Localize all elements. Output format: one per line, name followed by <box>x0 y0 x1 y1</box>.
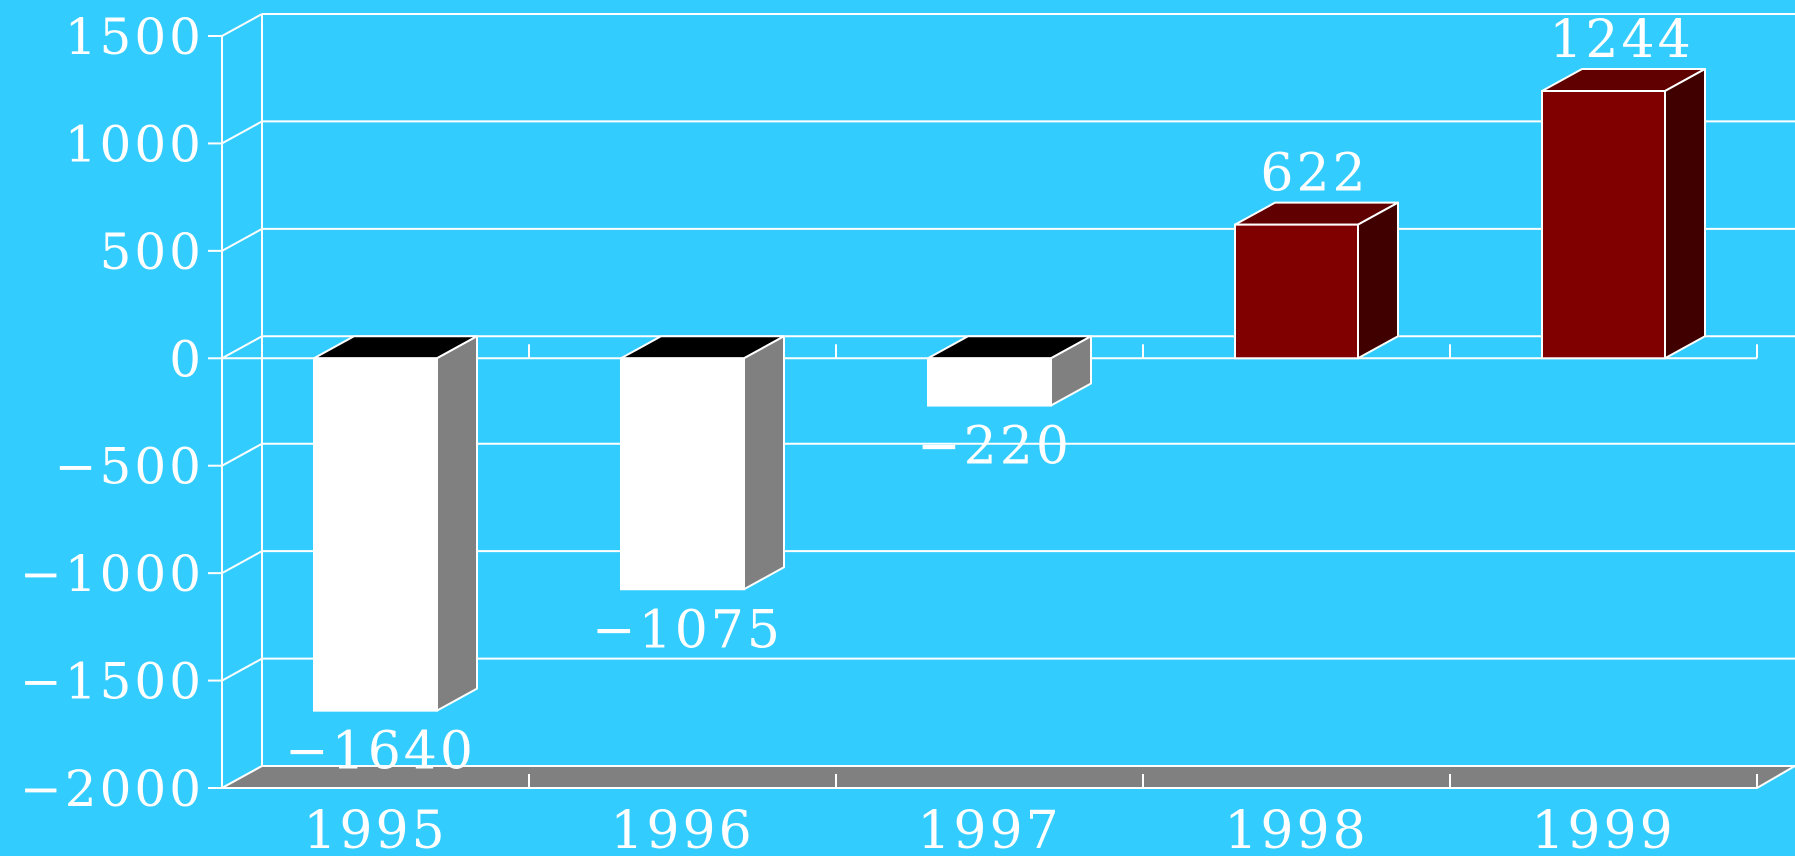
bar-1996 <box>620 335 785 591</box>
y-tick-label: 1500 <box>65 8 204 66</box>
bar-front-face <box>313 357 438 712</box>
bar-1995 <box>313 335 478 712</box>
data-label: −220 <box>917 417 1072 477</box>
y-tick-label: −1500 <box>20 653 204 711</box>
x-tick-label: 1998 <box>1224 801 1368 856</box>
gridline-depth <box>221 120 263 145</box>
x-tick-label: 1995 <box>303 801 447 856</box>
gridline-depth <box>221 657 263 682</box>
data-label: 1244 <box>1549 10 1693 70</box>
gridline-depth <box>221 13 263 37</box>
y-tick-label: −2000 <box>20 760 204 818</box>
bars <box>313 68 1706 712</box>
data-labels: −1640 −1075 −220 622 1244 <box>285 10 1693 782</box>
y-tick-label: −1000 <box>20 545 204 603</box>
y-tick-label: 1000 <box>65 115 204 173</box>
gridline-depth <box>221 550 263 575</box>
x-tick-label: 1999 <box>1531 801 1675 856</box>
bar-side-face <box>1664 68 1706 360</box>
bar-1999 <box>1541 68 1706 360</box>
bar-1998 <box>1234 201 1399 360</box>
data-label: −1075 <box>592 600 783 660</box>
x-tick-labels: 1995 1996 1997 1998 1999 <box>303 801 1675 856</box>
y-tick-label: 500 <box>100 223 204 281</box>
bar-1997 <box>927 335 1092 407</box>
gridline-depth <box>221 335 263 360</box>
data-label: −1640 <box>285 722 476 782</box>
y-tick-label: −500 <box>55 438 204 496</box>
bar-front-face <box>620 357 745 591</box>
bar-front-face <box>1541 90 1666 360</box>
bar-side-face <box>1357 201 1399 360</box>
gridline-depth <box>221 442 263 467</box>
y-tick-labels: 1500 1000 500 0 −500 −1000 −1500 −2000 <box>20 8 204 818</box>
floor <box>221 765 1795 789</box>
bar-front-face <box>1234 223 1359 360</box>
data-label: 622 <box>1260 144 1368 204</box>
x-tick-label: 1997 <box>917 801 1061 856</box>
bar-front-face <box>927 357 1052 407</box>
bar-side-face <box>743 335 785 591</box>
gridline-depth <box>221 227 263 252</box>
bar-side-face <box>436 335 478 712</box>
x-tick-label: 1996 <box>610 801 754 856</box>
y-tick-label: 0 <box>169 330 204 388</box>
